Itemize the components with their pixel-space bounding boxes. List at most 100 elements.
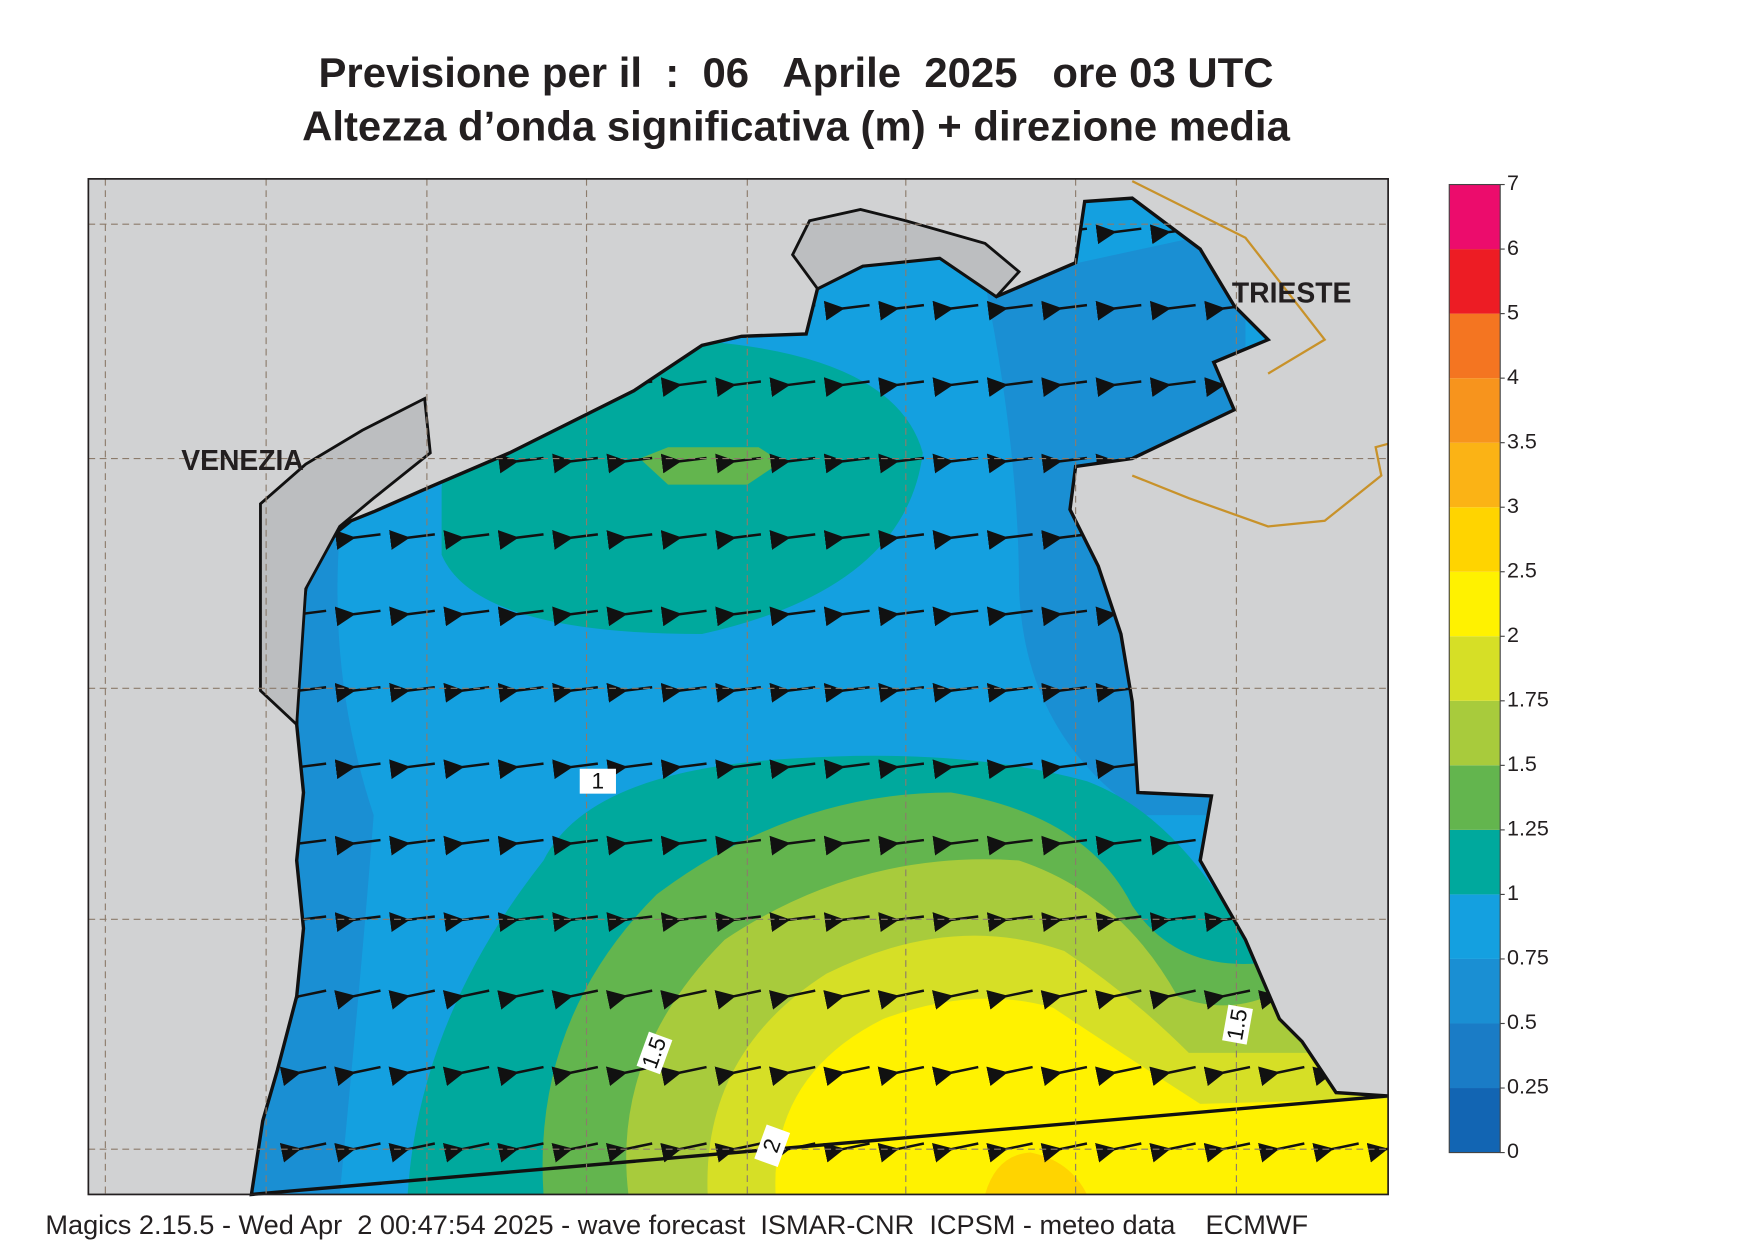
arrow <box>605 989 653 1010</box>
arrow <box>1041 453 1088 474</box>
map-frame <box>87 178 1389 1196</box>
arrow <box>552 606 599 627</box>
arrow <box>1149 1065 1196 1087</box>
colorbar-label: 1.75 <box>1507 688 1549 712</box>
label-box <box>1222 1004 1253 1045</box>
arrow <box>551 989 599 1010</box>
colorbar-label: 0.25 <box>1507 1075 1549 1099</box>
arrow <box>552 530 599 550</box>
arrow <box>552 759 599 780</box>
arrow <box>1095 1142 1142 1163</box>
arrow <box>389 835 435 856</box>
arrow <box>606 835 653 856</box>
arrow <box>1041 835 1088 856</box>
arrow <box>878 530 925 550</box>
arrow <box>715 759 762 780</box>
arrow <box>931 1065 979 1087</box>
arrow <box>714 989 762 1010</box>
colorbar: 0 0.25 0.5 0.75 1 1.25 1.5 1.75 2 2.5 3 3.5 4 5 6 7 <box>1448 171 1549 1163</box>
lagoon <box>259 396 432 728</box>
arrow <box>334 989 381 1010</box>
arrow <box>280 835 327 856</box>
arrow <box>660 606 707 627</box>
colorbar-label: 7 <box>1507 171 1519 195</box>
colorbar-band <box>1449 829 1501 895</box>
arrow <box>1040 1065 1088 1087</box>
arrow <box>1367 759 1389 780</box>
arrow <box>443 606 490 627</box>
colorbar-label: 0.75 <box>1507 946 1549 970</box>
arrow <box>279 1142 327 1163</box>
arrow <box>823 377 870 397</box>
contour-label: 2 <box>754 1124 791 1168</box>
arrow <box>388 1142 436 1163</box>
arrow <box>551 1142 599 1163</box>
arrow <box>1367 530 1389 550</box>
arrow <box>986 300 1033 321</box>
city-label: TRIESTE <box>1232 276 1352 308</box>
arrow <box>769 453 816 474</box>
arrow <box>443 759 490 780</box>
arrow <box>932 759 979 780</box>
colorbar-band <box>1449 184 1501 250</box>
arrow <box>334 912 381 932</box>
arrow <box>334 835 381 856</box>
arrow <box>497 835 544 856</box>
contour-value: 1 <box>592 768 605 793</box>
label-box <box>579 768 616 794</box>
arrow <box>660 530 707 550</box>
arrow <box>823 989 870 1010</box>
colorbar-label: 0.5 <box>1507 1010 1537 1034</box>
arrow <box>334 1065 381 1087</box>
arrow <box>497 530 544 550</box>
arrow <box>606 530 653 550</box>
arrow <box>660 1142 707 1163</box>
arrow <box>1366 1142 1389 1163</box>
arrow <box>279 1065 327 1087</box>
arrow <box>497 759 544 780</box>
arrow <box>497 1142 544 1163</box>
arrow <box>443 835 490 856</box>
arrow <box>878 759 925 780</box>
arrow <box>878 606 925 627</box>
arrow <box>932 300 979 321</box>
arrow <box>878 377 925 397</box>
arrow <box>823 1065 870 1087</box>
contour-label: 1 <box>579 768 616 794</box>
arrow <box>769 835 816 856</box>
arrow <box>551 1065 599 1087</box>
colorbar-band <box>1449 507 1501 572</box>
arrow <box>769 606 816 627</box>
arrow <box>388 989 436 1010</box>
arrow <box>334 530 381 550</box>
arrow <box>279 989 327 1010</box>
contour-value: 1.5 <box>1222 1007 1252 1042</box>
arrow <box>986 1065 1033 1087</box>
arrow <box>1149 835 1196 856</box>
arrow <box>1367 912 1389 932</box>
arrow <box>1367 377 1389 397</box>
arrow <box>1203 1065 1251 1087</box>
arrow <box>877 1065 925 1087</box>
arrow <box>1095 1065 1142 1087</box>
arrow <box>769 377 816 397</box>
arrow <box>1041 377 1088 397</box>
arrow <box>714 1065 762 1087</box>
colorbar-label: 1.25 <box>1507 817 1549 841</box>
arrow <box>1149 912 1196 932</box>
arrow <box>1367 835 1389 856</box>
arrow <box>605 1142 653 1163</box>
arrow <box>660 835 707 856</box>
arrow <box>1095 300 1142 321</box>
label-box <box>754 1124 791 1168</box>
arrow <box>389 759 435 780</box>
colorbar-band <box>1449 378 1501 443</box>
city-label: VENEZIA <box>181 444 304 476</box>
arrow <box>986 377 1033 397</box>
colorbar-band <box>1449 636 1501 701</box>
contour-labels: 11.51.52 <box>579 768 1253 1168</box>
colorbar-label: 4 <box>1507 365 1519 389</box>
arrow <box>932 530 979 550</box>
colorbar-label: 1 <box>1507 881 1519 905</box>
